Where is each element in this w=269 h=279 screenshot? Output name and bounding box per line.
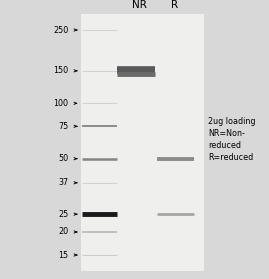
Text: 2ug loading
NR=Non-
reduced
R=reduced: 2ug loading NR=Non- reduced R=reduced [208,117,256,162]
Text: 25: 25 [58,210,69,219]
Text: 250: 250 [53,25,69,35]
Bar [81,14,204,271]
Text: 20: 20 [58,227,69,237]
Text: 50: 50 [58,154,69,163]
Text: 150: 150 [54,66,69,75]
Text: 75: 75 [58,122,69,131]
Text: NR: NR [132,0,147,10]
Text: 37: 37 [58,178,69,187]
Text: 100: 100 [54,99,69,108]
Text: 15: 15 [58,251,69,259]
Text: R: R [171,0,178,10]
